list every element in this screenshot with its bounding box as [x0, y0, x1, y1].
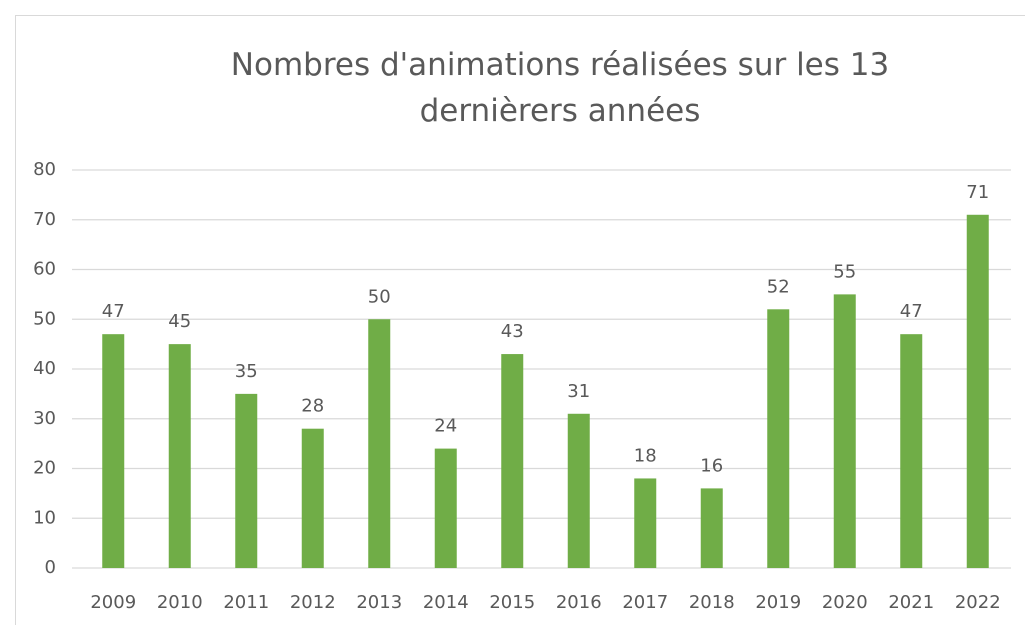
- bar: [567, 413, 590, 568]
- data-label: 52: [767, 276, 790, 297]
- data-label: 43: [501, 321, 524, 342]
- bar: [301, 428, 324, 568]
- y-tick-label: 80: [33, 159, 56, 180]
- x-tick-label: 2019: [755, 592, 801, 613]
- data-label: 55: [833, 261, 856, 282]
- x-tick-label: 2010: [157, 592, 203, 613]
- data-label: 47: [102, 301, 125, 322]
- x-tick-label: 2012: [290, 592, 336, 613]
- data-label: 35: [235, 361, 258, 382]
- data-label: 28: [301, 396, 324, 417]
- chart-title: Nombres d'animations réalisées sur les 1…: [230, 47, 890, 129]
- data-label: 50: [368, 286, 391, 307]
- y-tick-label: 60: [33, 259, 56, 280]
- x-tick-label: 2022: [955, 592, 1001, 613]
- x-tick-label: 2020: [822, 592, 868, 613]
- chart-frame: [15, 15, 1025, 625]
- y-tick-label: 20: [33, 458, 56, 479]
- x-tick-label: 2015: [489, 592, 535, 613]
- x-tick-label: 2018: [689, 592, 735, 613]
- bar: [700, 488, 723, 568]
- bar: [966, 214, 989, 568]
- bar: [168, 344, 191, 568]
- y-tick-label: 70: [33, 209, 56, 230]
- bar: [634, 478, 657, 568]
- bar: [102, 334, 125, 568]
- data-label: 16: [700, 455, 723, 476]
- data-label: 71: [966, 182, 989, 203]
- bar: [900, 334, 923, 568]
- bar: [368, 319, 391, 568]
- x-tick-label: 2011: [223, 592, 269, 613]
- x-tick-label: 2016: [556, 592, 602, 613]
- bar: [235, 393, 258, 568]
- x-tick-label: 2021: [888, 592, 934, 613]
- x-tick-label: 2013: [356, 592, 402, 613]
- x-tick-label: 2014: [423, 592, 469, 613]
- bar: [767, 309, 790, 568]
- data-label: 31: [567, 381, 590, 402]
- y-tick-label: 40: [33, 358, 56, 379]
- y-tick-label: 0: [45, 557, 56, 578]
- data-label: 47: [900, 301, 923, 322]
- bar: [501, 354, 524, 568]
- bar: [833, 294, 856, 568]
- bar: [434, 448, 457, 568]
- x-tick-label: 2017: [622, 592, 668, 613]
- y-tick-label: 30: [33, 408, 56, 429]
- x-tick-label: 2009: [90, 592, 136, 613]
- y-tick-label: 10: [33, 507, 56, 528]
- data-label: 45: [168, 311, 191, 332]
- y-tick-label: 50: [33, 308, 56, 329]
- data-label: 24: [434, 416, 457, 437]
- data-label: 18: [634, 445, 657, 466]
